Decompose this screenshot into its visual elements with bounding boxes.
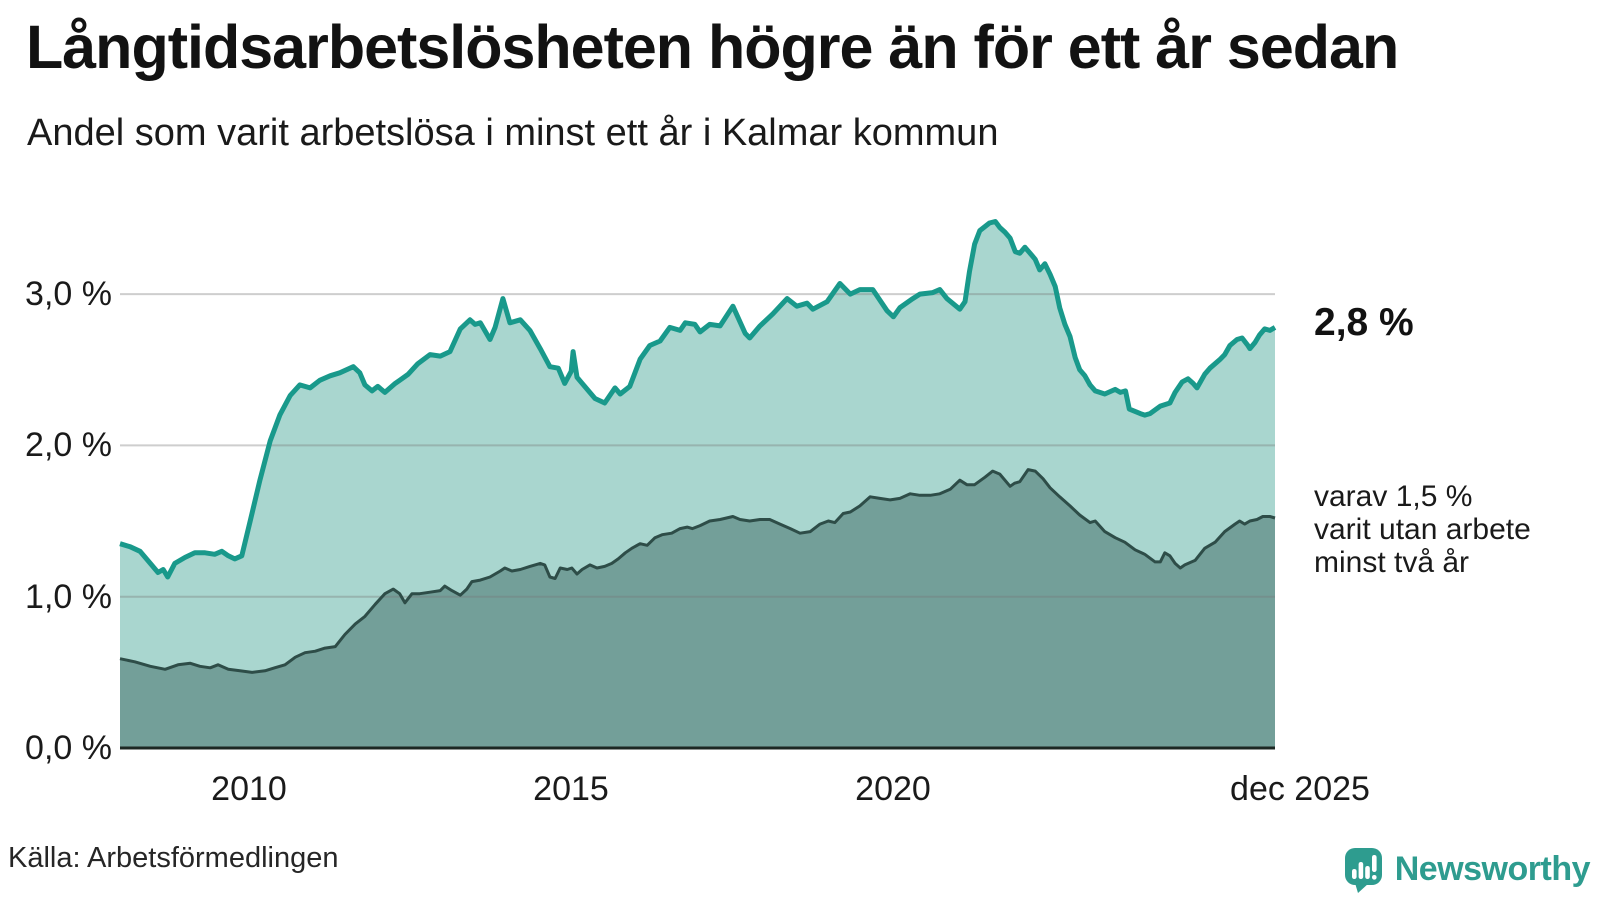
y-tick-label: 0,0 % — [25, 729, 112, 767]
x-tick-label: dec 2025 — [1230, 770, 1370, 808]
annotation-line: varit utan arbete — [1314, 513, 1531, 546]
series-total-end-label: 2,8 % — [1314, 301, 1414, 344]
page-subtitle: Andel som varit arbetslösa i minst ett å… — [27, 112, 999, 154]
series-subset-area-fill — [120, 469, 1275, 748]
x-tick-label: 2015 — [533, 770, 609, 808]
y-gridlines — [120, 293, 1275, 598]
series-subset-annotation: varav 1,5 % varit utan arbete minst två … — [1314, 480, 1531, 579]
newsworthy-bubble-chart-icon — [1344, 848, 1382, 893]
y-tick-label: 1,0 % — [25, 577, 112, 616]
x-tick-label: 2010 — [211, 770, 287, 808]
y-tick-label: 3,0 % — [25, 275, 112, 314]
x-tick-label: 2020 — [855, 770, 931, 808]
annotation-line: varav 1,5 % — [1314, 480, 1473, 513]
series-total-line — [119, 219, 1277, 580]
y-tick-label: 2,0 % — [25, 426, 112, 465]
newsworthy-logo: Newsworthy — [1344, 845, 1591, 893]
annotation-line: minst två år — [1314, 546, 1470, 579]
page-title: Långtidsarbetslösheten högre än för ett … — [26, 13, 1399, 81]
source-attribution: Källa: Arbetsförmedlingen — [8, 842, 339, 874]
series-subset-line — [119, 468, 1276, 674]
newsworthy-wordmark: Newsworthy — [1394, 849, 1591, 888]
